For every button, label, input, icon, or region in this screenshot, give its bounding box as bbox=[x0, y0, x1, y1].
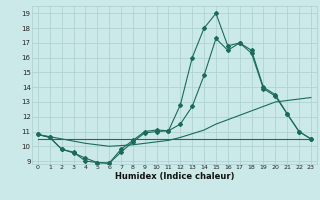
X-axis label: Humidex (Indice chaleur): Humidex (Indice chaleur) bbox=[115, 172, 234, 181]
